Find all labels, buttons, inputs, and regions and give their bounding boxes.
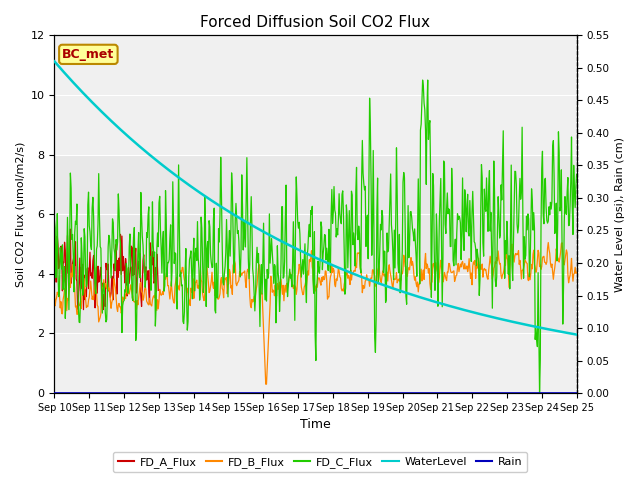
Y-axis label: Soil CO2 Flux (umol/m2/s): Soil CO2 Flux (umol/m2/s) bbox=[15, 142, 25, 287]
Y-axis label: Water Level (psi), Rain (cm): Water Level (psi), Rain (cm) bbox=[615, 137, 625, 292]
Legend: FD_A_Flux, FD_B_Flux, FD_C_Flux, WaterLevel, Rain: FD_A_Flux, FD_B_Flux, FD_C_Flux, WaterLe… bbox=[113, 452, 527, 472]
X-axis label: Time: Time bbox=[300, 419, 331, 432]
Title: Forced Diffusion Soil CO2 Flux: Forced Diffusion Soil CO2 Flux bbox=[200, 15, 431, 30]
Text: BC_met: BC_met bbox=[62, 48, 115, 61]
Bar bbox=[54, 155, 577, 334]
